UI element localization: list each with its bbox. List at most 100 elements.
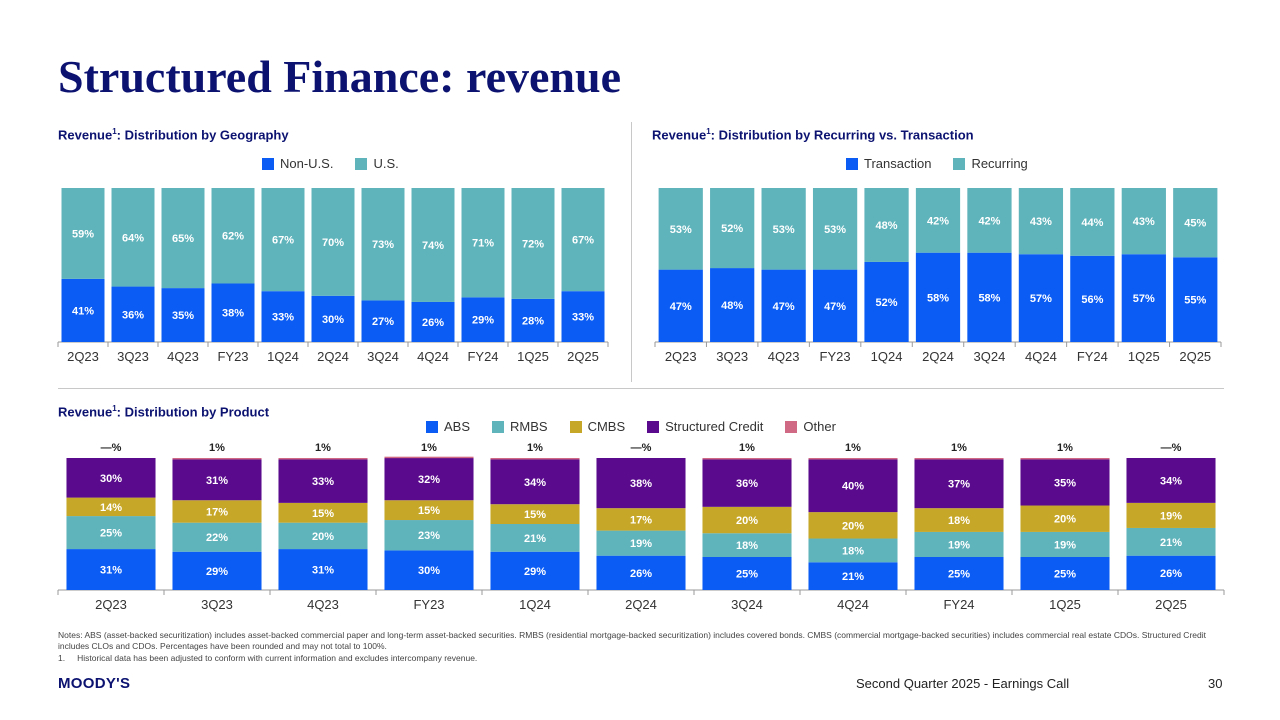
data-label: 38% bbox=[222, 308, 244, 320]
x-tick-label: 4Q24 bbox=[1025, 349, 1057, 364]
bar-segment bbox=[967, 188, 1012, 253]
data-label: 44% bbox=[1081, 217, 1103, 229]
data-label: 48% bbox=[876, 220, 898, 232]
legend-item: Structured Credit bbox=[647, 419, 763, 434]
data-label: 55% bbox=[1184, 295, 1206, 307]
bar-segment bbox=[211, 283, 255, 342]
x-tick-label: 1Q25 bbox=[1049, 597, 1081, 612]
bar-segment bbox=[278, 459, 368, 503]
data-label-other: 1% bbox=[209, 442, 225, 454]
bar-segment bbox=[596, 458, 686, 509]
data-label: 35% bbox=[1054, 477, 1076, 489]
bar-segment bbox=[261, 291, 305, 342]
data-label: 41% bbox=[72, 305, 94, 317]
data-label: 74% bbox=[422, 240, 444, 252]
data-label: 18% bbox=[842, 545, 864, 557]
recurring-chart: 47% 53% 2Q23 48% 52% 3Q23 47% 53% 4Q23 47% 53% FY23… bbox=[654, 188, 1222, 364]
bar-segment bbox=[1121, 188, 1166, 255]
legend-label: Structured Credit bbox=[665, 419, 764, 434]
bar-segment bbox=[66, 497, 156, 517]
footer-text: Second Quarter 2025 - Earnings Call bbox=[856, 676, 1070, 691]
data-label: 64% bbox=[122, 232, 144, 244]
data-label: 47% bbox=[773, 301, 795, 313]
data-label: 53% bbox=[773, 224, 795, 236]
bar-segment bbox=[1173, 188, 1218, 258]
bar-segment bbox=[361, 188, 405, 301]
bar-segment bbox=[384, 550, 474, 590]
data-label: 52% bbox=[721, 223, 743, 235]
title-footnote-mark: 1 bbox=[706, 127, 711, 136]
x-tick-label: 4Q24 bbox=[417, 349, 449, 364]
x-tick-label: 1Q25 bbox=[1128, 349, 1160, 364]
bar-segment bbox=[66, 458, 156, 498]
bar-segment bbox=[1020, 557, 1110, 590]
bar-segment bbox=[808, 562, 898, 590]
bar-segment bbox=[490, 524, 580, 552]
legend-label: ABS bbox=[444, 419, 471, 434]
data-label: 47% bbox=[824, 301, 846, 313]
legend-label: Recurring bbox=[971, 156, 1028, 171]
title-footnote-mark: 1 bbox=[112, 404, 117, 413]
footnote-number: 1. bbox=[58, 652, 66, 663]
bar-segment bbox=[1070, 188, 1115, 256]
data-label: 36% bbox=[736, 478, 758, 490]
data-label: 26% bbox=[422, 317, 444, 329]
bar-segment bbox=[278, 522, 368, 550]
data-label: 45% bbox=[1184, 218, 1206, 230]
x-tick-label: 2Q24 bbox=[922, 349, 954, 364]
bar-segment bbox=[311, 188, 355, 296]
bar-segment bbox=[61, 278, 105, 342]
bar-segment bbox=[596, 508, 686, 531]
legend-item: U.S. bbox=[355, 156, 399, 171]
bar-segment bbox=[596, 530, 686, 556]
title-prefix: Revenue bbox=[58, 127, 113, 143]
bar-segment bbox=[914, 459, 1004, 509]
geography-chart: 41% 59% 2Q23 36% 64% 3Q23 35% 65% 4Q23 38% 62% FY23… bbox=[57, 188, 609, 364]
x-tick-label: 3Q24 bbox=[974, 349, 1006, 364]
x-tick-label: 2Q25 bbox=[567, 349, 599, 364]
legend-item: Non-U.S. bbox=[262, 156, 333, 171]
geography-legend: Non-U.S. U.S. bbox=[262, 156, 399, 171]
data-label: 57% bbox=[1030, 293, 1052, 305]
data-label: 20% bbox=[736, 515, 758, 527]
data-label: 52% bbox=[876, 297, 898, 309]
data-label: 35% bbox=[172, 310, 194, 322]
data-label: 22% bbox=[206, 532, 228, 544]
bar-segment bbox=[596, 555, 686, 590]
data-label: 43% bbox=[1133, 216, 1155, 228]
x-tick-label: 3Q23 bbox=[716, 349, 748, 364]
bar-segment bbox=[278, 549, 368, 590]
bar-segment bbox=[161, 188, 205, 289]
x-tick-label: 2Q24 bbox=[317, 349, 349, 364]
notes-text: Notes: ABS (asset-backed securitization)… bbox=[58, 630, 1206, 652]
legend-label: RMBS bbox=[510, 419, 548, 434]
data-label: 30% bbox=[418, 565, 440, 577]
data-label: 30% bbox=[100, 473, 122, 485]
bar-segment bbox=[864, 188, 909, 262]
data-label: 58% bbox=[978, 292, 1000, 304]
bar-segment bbox=[561, 188, 605, 292]
x-tick-label: 2Q24 bbox=[625, 597, 657, 612]
bar-segment bbox=[411, 188, 455, 302]
x-tick-label: 3Q24 bbox=[367, 349, 399, 364]
legend-item: CMBS bbox=[569, 419, 625, 434]
recurring-chart-title: Revenue1: Distribution by Recurring vs. … bbox=[652, 127, 974, 142]
data-label: 23% bbox=[418, 530, 440, 542]
bar-segment bbox=[808, 512, 898, 539]
bar-segment bbox=[1126, 555, 1216, 590]
legend-swatch bbox=[846, 157, 858, 170]
bar-segment bbox=[864, 261, 909, 342]
bar-segment bbox=[172, 459, 262, 501]
data-label: 26% bbox=[630, 568, 652, 580]
bar-segment bbox=[658, 269, 703, 342]
data-label: 48% bbox=[721, 300, 743, 312]
data-label: 32% bbox=[418, 474, 440, 486]
page-title: Structured Finance: revenue bbox=[58, 51, 622, 102]
data-label-other: —% bbox=[101, 442, 122, 454]
bar-segment bbox=[1126, 527, 1216, 556]
bar-segment bbox=[461, 297, 505, 342]
title-prefix: Revenue bbox=[58, 404, 113, 420]
bar-segment bbox=[702, 557, 792, 590]
data-label: 53% bbox=[824, 224, 846, 236]
data-label: 38% bbox=[630, 478, 652, 490]
